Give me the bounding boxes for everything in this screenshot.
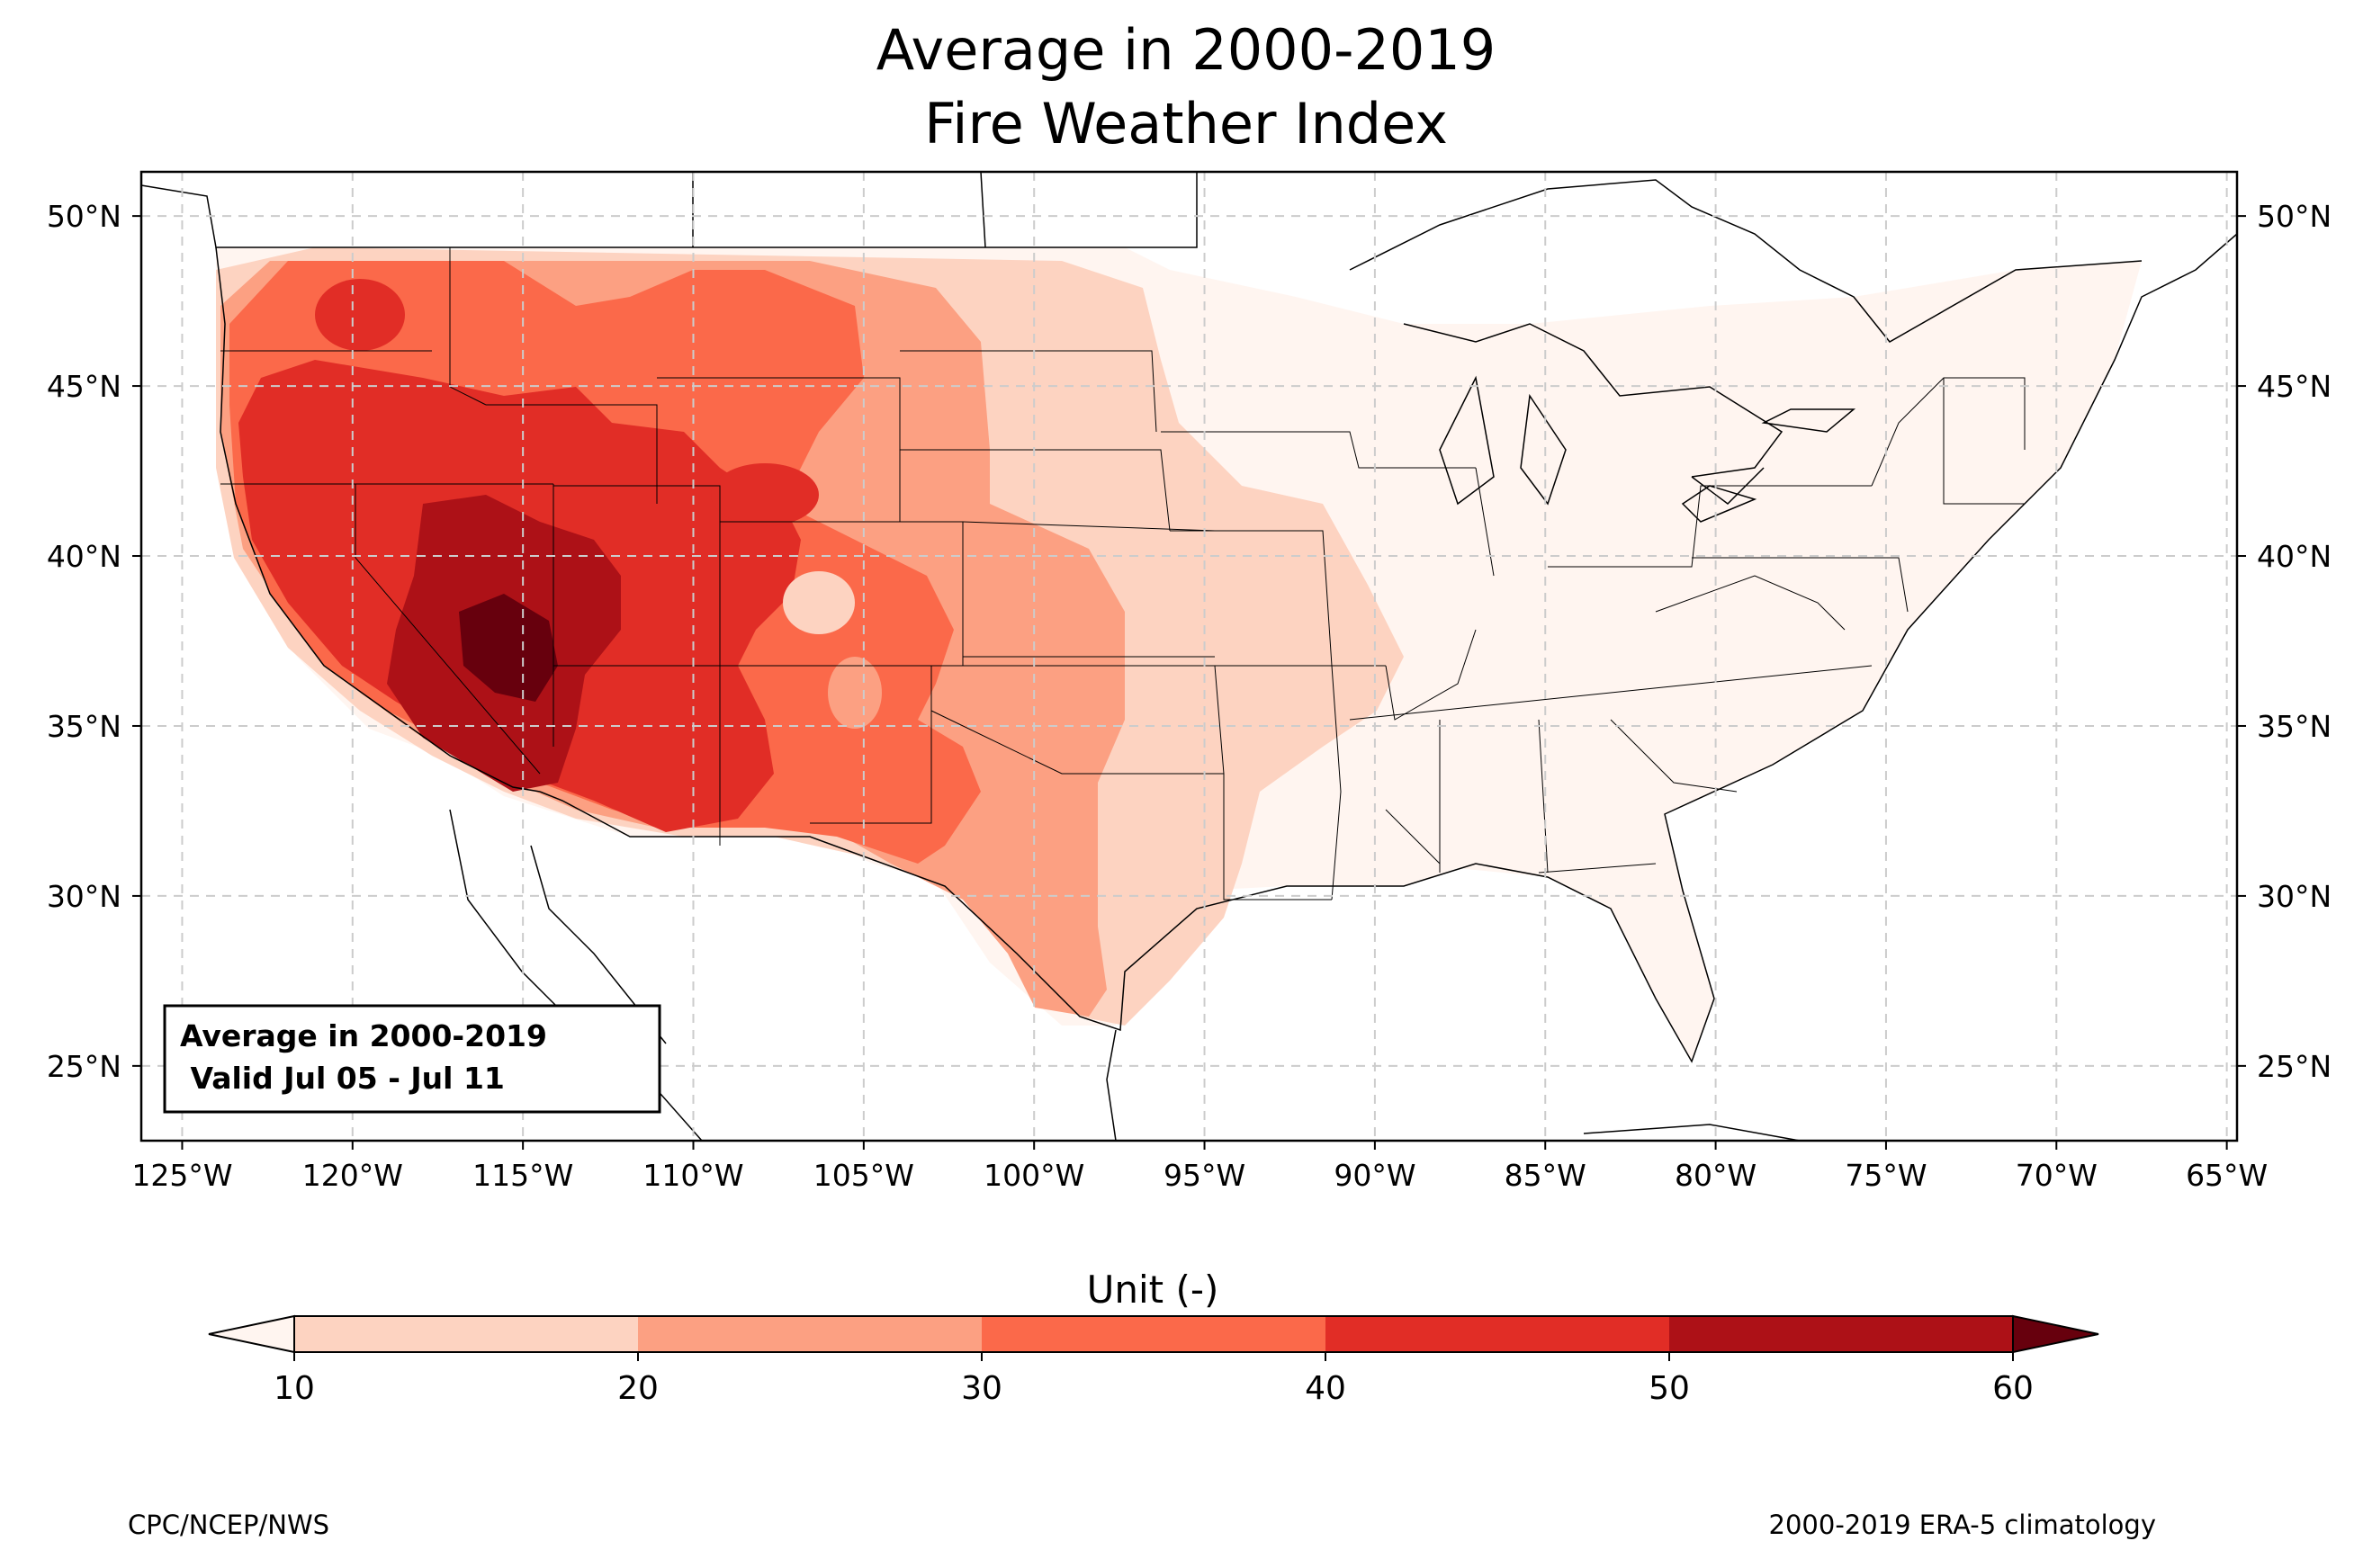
colorbar-extend-low [208, 1314, 295, 1354]
fwi-spot-colorado-cool [783, 571, 855, 634]
info-box: Average in 2000-2019 Valid Jul 05 - Jul … [163, 1004, 661, 1114]
fwi-spot-oregon [315, 279, 405, 351]
title-line-2: Fire Weather Index [924, 91, 1448, 157]
lat-labels-left: 50°N 45°N 40°N 35°N 30°N 25°N [47, 199, 141, 1084]
colorbar-tick-label: 10 [274, 1370, 315, 1407]
colorbar-frame [293, 1315, 2014, 1353]
colorbar: Unit (-) 10 20 30 40 50 60 [208, 1268, 2099, 1407]
lon-labels: 125°W 120°W 115°W 110°W 105°W 100°W 95°W 90°W 85… [131, 1141, 2268, 1193]
fwi-field [216, 247, 2142, 1062]
colorbar-tick-label: 40 [1305, 1370, 1346, 1407]
colorbar-label: Unit (-) [1087, 1268, 1219, 1312]
lat-label-left: 35°N [47, 709, 121, 744]
lat-label-right: 50°N [2257, 199, 2332, 234]
info-box-frame [163, 1004, 661, 1114]
fwi-band-over-60 [459, 594, 558, 702]
lat-label-left: 30°N [47, 879, 121, 914]
coastlines [140, 171, 2238, 1142]
info-box-line-1: Average in 2000-2019 [180, 1018, 547, 1053]
colorbar-segment [982, 1316, 1326, 1352]
lon-label: 95°W [1164, 1158, 1245, 1193]
title-line-1: Average in 2000-2019 [876, 17, 1496, 83]
colorbar-segment [1669, 1316, 2014, 1352]
state-lines [220, 247, 2026, 900]
colorbar-ticks: 10 20 30 40 50 60 [274, 1352, 2034, 1407]
lat-label-right: 35°N [2257, 709, 2332, 744]
colorbar-extend-high [2012, 1314, 2099, 1354]
lat-label-left: 45°N [47, 369, 121, 404]
lon-label: 120°W [302, 1158, 403, 1193]
lat-label-right: 25°N [2257, 1049, 2332, 1084]
lat-label-right: 30°N [2257, 879, 2332, 914]
fwi-spot-nm [828, 657, 882, 729]
lat-labels-right: 50°N 45°N 40°N 35°N 30°N 25°N [2237, 199, 2332, 1084]
lat-label-right: 45°N [2257, 369, 2332, 404]
info-box-line-2: Valid Jul 05 - Jul 11 [180, 1061, 505, 1096]
footer-credit: CPC/NCEP/NWS [128, 1510, 329, 1540]
lon-label: 100°W [984, 1158, 1084, 1193]
colorbar-tick-label: 60 [1992, 1370, 2034, 1407]
fwi-spot-wyoming [711, 463, 819, 526]
lat-label-left: 50°N [47, 199, 121, 234]
colorbar-segment [638, 1316, 983, 1352]
colorbar-segment [1325, 1316, 1670, 1352]
footer-source: 2000-2019 ERA-5 climatology [1769, 1510, 2156, 1540]
lon-label: 70°W [2016, 1158, 2098, 1193]
colorbar-tick-label: 20 [617, 1370, 659, 1407]
lon-label: 75°W [1845, 1158, 1927, 1193]
lon-label: 110°W [642, 1158, 743, 1193]
colorbar-segments [208, 1314, 2099, 1354]
colorbar-tick-label: 50 [1649, 1370, 1690, 1407]
lon-label: 85°W [1505, 1158, 1586, 1193]
map-panel: Average in 2000-2019 Valid Jul 05 - Jul … [47, 170, 2332, 1193]
lon-label: 90°W [1334, 1158, 1415, 1193]
map-frame [139, 170, 2239, 1142]
colorbar-segment [294, 1316, 639, 1352]
lon-label: 125°W [131, 1158, 232, 1193]
lon-label: 80°W [1675, 1158, 1757, 1193]
lon-label: 65°W [2186, 1158, 2268, 1193]
lat-label-left: 25°N [47, 1049, 121, 1084]
lon-label: 115°W [472, 1158, 573, 1193]
lat-label-right: 40°N [2257, 539, 2332, 574]
lat-label-left: 40°N [47, 539, 121, 574]
lon-label: 105°W [813, 1158, 914, 1193]
colorbar-tick-label: 30 [961, 1370, 1002, 1407]
